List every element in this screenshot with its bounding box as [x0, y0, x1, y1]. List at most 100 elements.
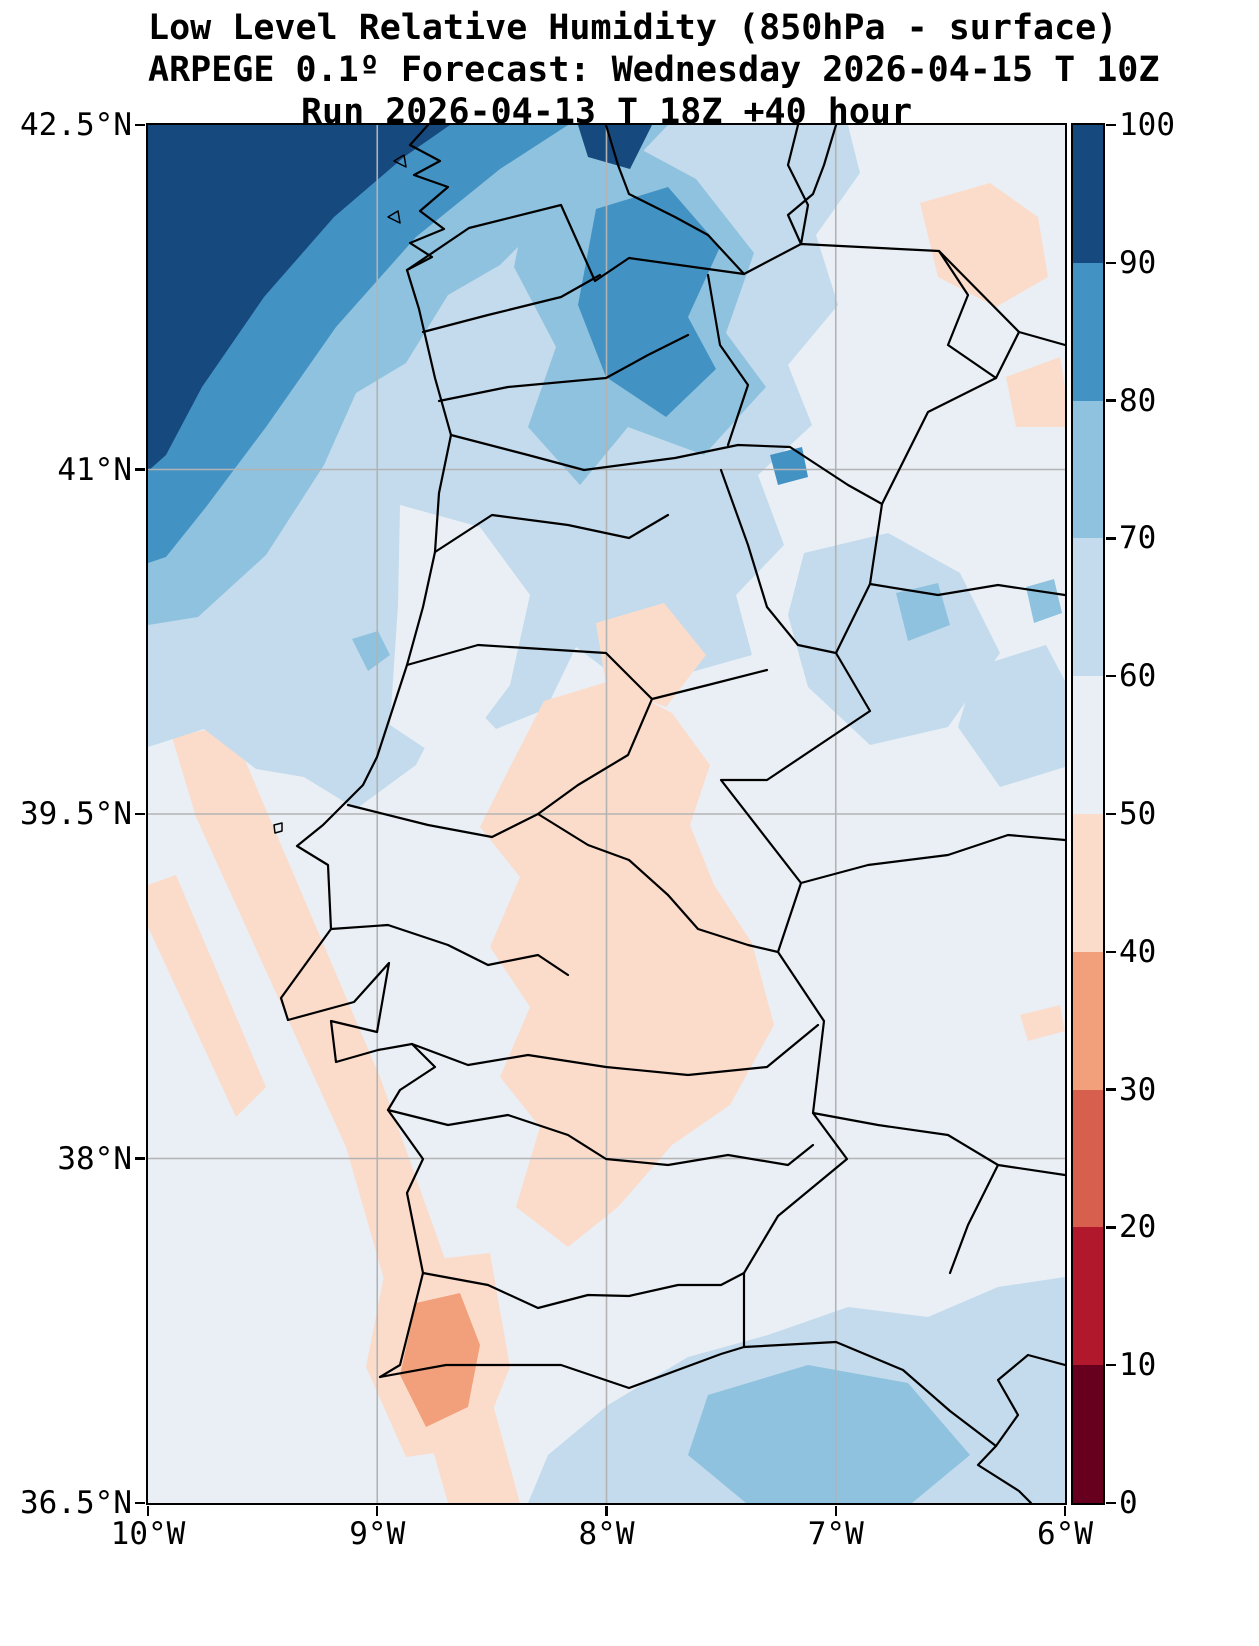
colorbar-tick-label: 0: [1119, 1485, 1138, 1521]
colorbar-tick-label: 90: [1119, 244, 1157, 281]
contour-peach-north-inland: [596, 603, 706, 707]
figure-title-line-2: ARPEGE 0.1º Forecast: Wednesday 2026-04-…: [148, 50, 1160, 90]
map-frame: [146, 123, 1067, 1505]
colorbar-tick-label: 80: [1119, 382, 1157, 419]
province-boundary-pontevedra-ourense: [604, 125, 746, 276]
province-boundary-lugo-top: [786, 125, 810, 246]
x-tick-mark: [376, 1506, 379, 1516]
colorbar-tick-mark: [1106, 123, 1116, 127]
contour-patch-80-90-north: [578, 187, 720, 417]
y-tick-label: 41°N: [57, 451, 132, 488]
colorbar-tick-label: 30: [1119, 1071, 1157, 1108]
district-boundary-coimbra: [405, 643, 769, 701]
district-boundary-aveiro-viseu: [433, 513, 670, 554]
colorbar-tick-label: 60: [1119, 658, 1157, 695]
x-tick-label: 9°W: [349, 1516, 406, 1552]
contour-patch-90-100-top: [578, 125, 652, 169]
colorbar-tick-label: 10: [1119, 1347, 1157, 1384]
colorbar-segment-80-90: [1073, 262, 1103, 401]
colorbar-tick-mark: [1106, 950, 1116, 953]
y-tick-label: 36.5°N: [20, 1485, 132, 1521]
colorbar-segment-60-70: [1073, 538, 1103, 677]
colorbar-tick-mark: [1106, 1501, 1116, 1505]
islet-ria-1: [393, 154, 407, 168]
colorbar-segment-50-60: [1073, 676, 1103, 814]
district-boundary-lisboa-santarem: [329, 923, 570, 977]
y-tick-label: 42.5°N: [20, 107, 132, 143]
colorbar-segment-90-100: [1073, 125, 1103, 263]
district-boundary-beja-evora: [386, 1108, 815, 1167]
x-tick-mark: [1063, 1506, 1067, 1516]
colorbar-segment-40-50: [1073, 813, 1103, 952]
colorbar-tick-mark: [1106, 675, 1116, 678]
figure-title-line-1: Low Level Relative Humidity (850hPa - su…: [148, 8, 1118, 48]
province-boundary-huelva-sevilla: [948, 1163, 1000, 1275]
district-boundary-braga-porto: [437, 333, 690, 403]
colorbar-tick-label: 40: [1119, 933, 1157, 970]
province-boundary-zamora-edge: [1017, 330, 1065, 347]
islet-ria-2: [387, 210, 401, 224]
y-tick-mark: [135, 1157, 145, 1160]
province-boundary-caceres-badajoz: [799, 833, 1065, 885]
colorbar-tick-mark: [1106, 1088, 1116, 1091]
y-tick-mark: [135, 123, 145, 127]
colorbar-tick-mark: [1106, 812, 1116, 816]
district-boundary-viseu-guarda: [719, 468, 838, 655]
district-boundary-vilareal-braganca: [706, 273, 750, 447]
contour-dot-80-90-ne: [770, 447, 808, 485]
contour-peach-ne-2: [1006, 357, 1065, 427]
contour-patch-60-70-east-edge: [958, 645, 1065, 787]
colorbar-tick-mark: [1106, 537, 1116, 540]
contour-dot-70-80-east: [896, 583, 950, 641]
province-boundary-badajoz-huelva: [811, 1111, 1065, 1177]
contour-peach-east-edge: [1020, 1005, 1065, 1041]
boundary-lines: [273, 125, 1065, 1503]
colorbar-segment-70-80: [1073, 400, 1103, 539]
y-tick-label: 39.5°N: [20, 796, 132, 832]
x-tick-mark: [834, 1506, 837, 1516]
colorbar-tick-label: 50: [1119, 796, 1157, 832]
colorbar-tick-mark: [1106, 399, 1116, 402]
y-tick-mark: [135, 812, 145, 816]
contour-patch-70-80-south: [688, 1365, 970, 1503]
colorbar-segment-0-10: [1073, 1365, 1103, 1503]
colorbar-tick-mark: [1106, 261, 1116, 264]
province-boundary-ourense-lugo: [786, 125, 838, 246]
district-boundary-beja-faro: [421, 1271, 746, 1310]
x-tick-mark: [146, 1506, 150, 1516]
x-tick-mark: [605, 1506, 608, 1516]
x-tick-label: 10°W: [110, 1516, 186, 1552]
contour-patch-60-70-east: [788, 533, 1000, 745]
district-boundary-evora-setubal: [410, 1023, 820, 1077]
contour-ocean-peach-streak-2: [148, 875, 266, 1117]
colorbar-tick-mark: [1106, 1364, 1116, 1367]
colorbar-tick-label: 70: [1119, 520, 1157, 557]
contour-peach-ne-1: [920, 183, 1048, 307]
map-canvas: [148, 125, 1065, 1503]
y-tick-label: 38°N: [57, 1140, 132, 1177]
district-boundary-douro: [449, 433, 884, 506]
province-boundary-salamanca-caceres: [868, 582, 1065, 597]
colorbar-tick-label: 20: [1119, 1209, 1157, 1246]
contour-coastal-pale-wedge: [390, 505, 530, 765]
x-tick-label: 6°W: [1037, 1516, 1093, 1552]
y-tick-mark: [135, 468, 145, 471]
province-boundary-cadiz-sevilla: [994, 1353, 1065, 1448]
colorbar-tick-mark: [1106, 1226, 1116, 1229]
district-boundary-santarem-portalegre: [536, 812, 780, 954]
contour-salmon-algarve-min: [400, 1293, 480, 1427]
colorbar-tick-label: 100: [1119, 107, 1175, 143]
colorbar-segment-30-40: [1073, 951, 1103, 1090]
x-tick-label: 7°W: [807, 1516, 864, 1552]
colorbar-segment-20-30: [1073, 1089, 1103, 1228]
province-boundary-zamora: [937, 249, 998, 380]
colorbar: [1071, 123, 1105, 1505]
contour-dot-70-80-offshore: [352, 631, 390, 671]
contour-band-90-100-nw: [148, 125, 450, 471]
y-tick-mark: [135, 1501, 145, 1505]
coastline: [279, 125, 1033, 1503]
district-boundary-viana-braga: [421, 273, 602, 334]
colorbar-segment-10-20: [1073, 1227, 1103, 1366]
islet-berlengas: [273, 822, 283, 834]
